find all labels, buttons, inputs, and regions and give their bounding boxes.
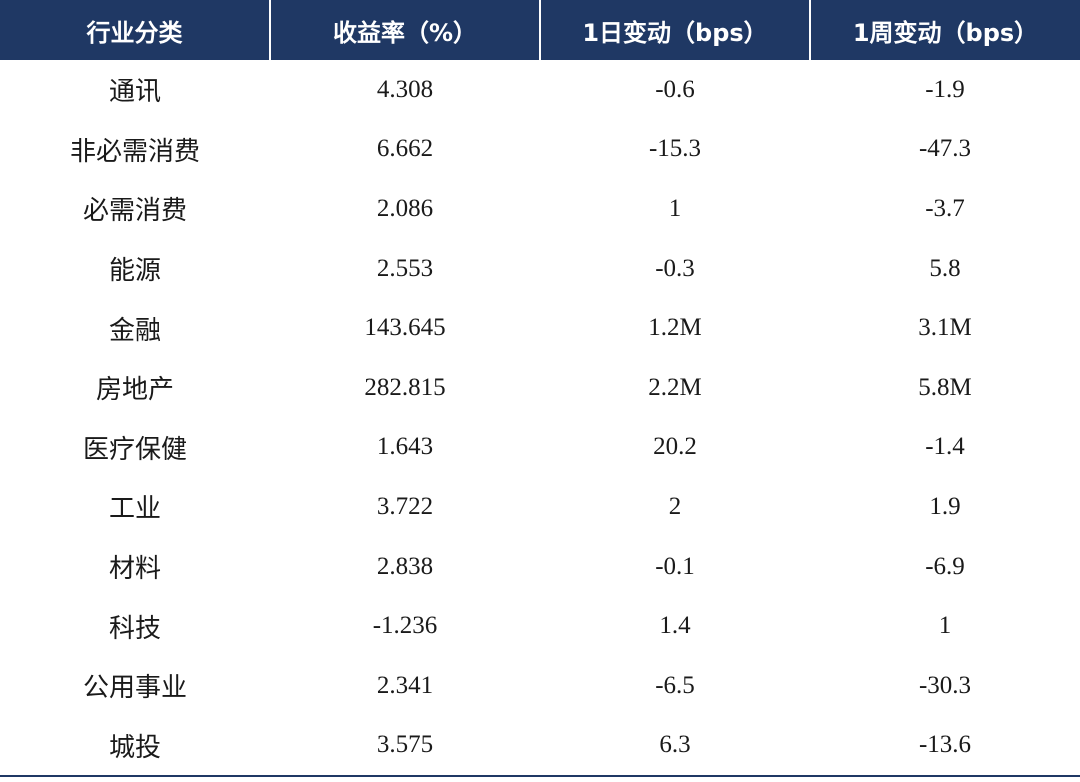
- header-1w-change: 1周变动（bps）: [809, 0, 1080, 60]
- sector-name: 材料: [108, 554, 161, 585]
- change-1d-value: -0.6: [655, 75, 695, 103]
- change-1w-value: 5.8: [929, 254, 961, 282]
- table-bottom-rule: [0, 775, 1080, 777]
- table-row: 科技 -1.236 1.4 1: [0, 596, 1080, 656]
- change-1w-value: -3.7: [925, 194, 965, 222]
- header-sector: 行业分类: [0, 0, 271, 60]
- yield-value: 2.838: [376, 552, 434, 580]
- change-1d-value: 20.2: [653, 433, 697, 461]
- change-1d-value: -6.5: [655, 671, 695, 699]
- table-row: 工业 3.722 2 1.9: [0, 477, 1080, 537]
- yield-value: 2.341: [376, 671, 434, 699]
- sector-name: 工业: [108, 494, 161, 525]
- sector-name: 能源: [108, 256, 161, 287]
- change-1d-value: 1.4: [659, 612, 691, 640]
- change-1d-value: -15.3: [648, 135, 702, 163]
- sector-name: 必需消费: [82, 196, 187, 227]
- yield-value: 3.722: [376, 492, 434, 520]
- header-yield: 收益率（%）: [269, 0, 541, 60]
- yield-value: 4.308: [376, 75, 434, 103]
- sector-name: 通讯: [108, 77, 161, 108]
- change-1d-value: 2: [668, 492, 682, 520]
- yield-value: 143.645: [364, 314, 446, 342]
- yield-value: 282.815: [364, 373, 446, 401]
- table-row: 非必需消费 6.662 -15.3 -47.3: [0, 120, 1080, 180]
- table-row: 必需消费 2.086 1 -3.7: [0, 179, 1080, 239]
- table-header: 行业分类 收益率（%） 1日变动（bps） 1周变动（bps）: [0, 0, 1080, 60]
- header-row: 行业分类 收益率（%） 1日变动（bps） 1周变动（bps）: [0, 0, 1080, 60]
- sector-name: 医疗保健: [82, 434, 187, 465]
- table-row: 公用事业 2.341 -6.5 -30.3: [0, 656, 1080, 716]
- change-1w-value: -30.3: [918, 671, 972, 699]
- change-1d-value: 1: [668, 194, 682, 222]
- yield-value: 2.086: [376, 194, 434, 222]
- change-1w-value: -47.3: [918, 135, 972, 163]
- yield-value: 3.575: [376, 731, 434, 759]
- table-body: 通讯 4.308 -0.6 -1.9 非必需消费 6.662 -15.3 -47…: [0, 60, 1080, 775]
- sector-name: 非必需消费: [69, 136, 200, 167]
- change-1w-value: 1.9: [929, 492, 961, 520]
- table-row: 医疗保健 1.643 20.2 -1.4: [0, 418, 1080, 478]
- sector-name: 房地产: [95, 375, 174, 406]
- sector-name: 科技: [108, 613, 161, 644]
- table-row: 城投 3.575 6.3 -13.6: [0, 716, 1080, 776]
- change-1d-value: 2.2M: [648, 373, 702, 401]
- yield-value: 6.662: [376, 135, 434, 163]
- table-row: 房地产 282.815 2.2M 5.8M: [0, 358, 1080, 418]
- sector-name: 城投: [108, 732, 161, 763]
- table-row: 通讯 4.308 -0.6 -1.9: [0, 60, 1080, 120]
- change-1w-value: -6.9: [925, 552, 965, 580]
- change-1d-value: 6.3: [659, 731, 691, 759]
- header-1d-change: 1日变动（bps）: [539, 0, 811, 60]
- change-1d-value: 1.2M: [648, 314, 702, 342]
- yield-value: 1.643: [376, 433, 434, 461]
- change-1d-value: -0.1: [655, 552, 695, 580]
- change-1w-value: -13.6: [918, 731, 972, 759]
- change-1w-value: 1: [938, 612, 952, 640]
- yield-value: 2.553: [376, 254, 434, 282]
- change-1d-value: -0.3: [655, 254, 695, 282]
- table-row: 能源 2.553 -0.3 5.8: [0, 239, 1080, 299]
- yield-value: -1.236: [372, 612, 438, 640]
- change-1w-value: 3.1M: [918, 314, 972, 342]
- table-row: 金融 143.645 1.2M 3.1M: [0, 298, 1080, 358]
- change-1w-value: -1.4: [925, 433, 965, 461]
- change-1w-value: 5.8M: [918, 373, 972, 401]
- change-1w-value: -1.9: [925, 75, 965, 103]
- table-row: 材料 2.838 -0.1 -6.9: [0, 537, 1080, 597]
- sector-name: 金融: [108, 315, 161, 346]
- sector-name: 公用事业: [82, 673, 187, 704]
